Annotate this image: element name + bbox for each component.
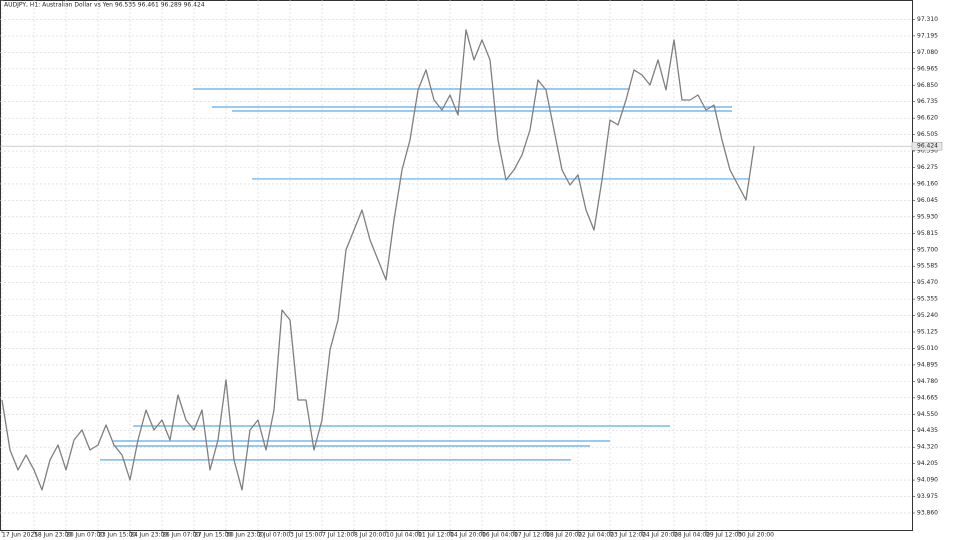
y-tick-label: 96.160	[917, 180, 938, 187]
y-tick-label: 93.860	[917, 509, 938, 516]
y-tick-label: 95.930	[917, 213, 938, 220]
y-tick-label: 94.205	[917, 460, 938, 467]
x-tick-label: 17 Jul 12:00	[514, 532, 550, 539]
y-tick-label: 97.080	[917, 49, 938, 56]
x-tick-label: 20 Jun 07:00	[66, 532, 104, 539]
x-tick-label: 24 Jun 23:00	[130, 532, 168, 539]
y-tick-label: 97.195	[917, 32, 938, 39]
x-tick-label: 24 Jul 20:00	[642, 532, 678, 539]
x-tick-label: 7 Jul 12:00	[322, 532, 354, 539]
x-tick-label: 29 Jul 12:00	[706, 532, 742, 539]
price-tag-label: 96.424	[917, 143, 938, 150]
x-tick-label: 8 Jul 20:00	[354, 532, 386, 539]
y-tick-label: 94.665	[917, 394, 938, 401]
y-tick-label: 95.125	[917, 329, 938, 336]
y-tick-label: 95.700	[917, 246, 938, 253]
x-tick-label: 22 Jul 04:00	[578, 532, 614, 539]
x-tick-label: 30 Jul 20:00	[738, 532, 774, 539]
x-tick-label: 23 Jun 15:00	[98, 532, 136, 539]
x-tick-label: 10 Jul 04:00	[386, 532, 422, 539]
y-tick-label: 94.895	[917, 361, 938, 368]
y-tick-label: 96.850	[917, 82, 938, 89]
y-tick-label: 97.310	[917, 16, 938, 23]
y-tick-label: 96.620	[917, 115, 938, 122]
y-tick-label: 96.735	[917, 98, 938, 105]
x-tick-label: 14 Jul 20:00	[450, 532, 486, 539]
x-tick-label: 30 Jun 23:00	[226, 532, 264, 539]
price-line	[1, 29, 755, 491]
x-tick-label: 17 Jun 2025	[2, 532, 38, 539]
y-tick-label: 94.320	[917, 444, 938, 451]
y-tick-label: 94.435	[917, 427, 938, 434]
y-tick-label: 96.045	[917, 197, 938, 204]
y-tick-label: 95.585	[917, 263, 938, 270]
x-tick-label: 23 Jul 12:00	[610, 532, 646, 539]
chart-title: AUDJPY, H1: Australian Dollar vs Yen 96.…	[4, 2, 205, 9]
y-tick-label: 95.355	[917, 296, 938, 303]
x-tick-label: 18 Jul 20:00	[546, 532, 582, 539]
y-tick-label: 94.550	[917, 411, 938, 418]
x-tick-label: 2 Jul 07:00	[258, 532, 290, 539]
x-tick-label: 18 Jun 23:00	[34, 532, 72, 539]
x-tick-label: 26 Jun 07:00	[162, 532, 200, 539]
x-tick-label: 28 Jul 04:00	[674, 532, 710, 539]
price-tag	[911, 141, 943, 151]
y-tick-label: 96.275	[917, 164, 938, 171]
y-tick-label: 96.505	[917, 131, 938, 138]
y-tick-label: 96.390	[917, 148, 938, 155]
y-tick-label: 95.010	[917, 345, 938, 352]
plot-frame	[0, 0, 913, 531]
y-tick-label: 95.470	[917, 279, 938, 286]
y-tick-label: 95.240	[917, 312, 938, 319]
x-tick-label: 11 Jul 12:00	[418, 532, 454, 539]
y-tick-label: 95.815	[917, 230, 938, 237]
x-tick-label: 27 Jun 15:00	[194, 532, 232, 539]
y-tick-label: 96.965	[917, 65, 938, 72]
x-tick-label: 16 Jul 04:00	[482, 532, 518, 539]
y-tick-label: 93.975	[917, 493, 938, 500]
x-tick-label: 3 Jul 15:00	[290, 532, 322, 539]
y-tick-label: 94.090	[917, 477, 938, 484]
y-tick-label: 94.780	[917, 378, 938, 385]
